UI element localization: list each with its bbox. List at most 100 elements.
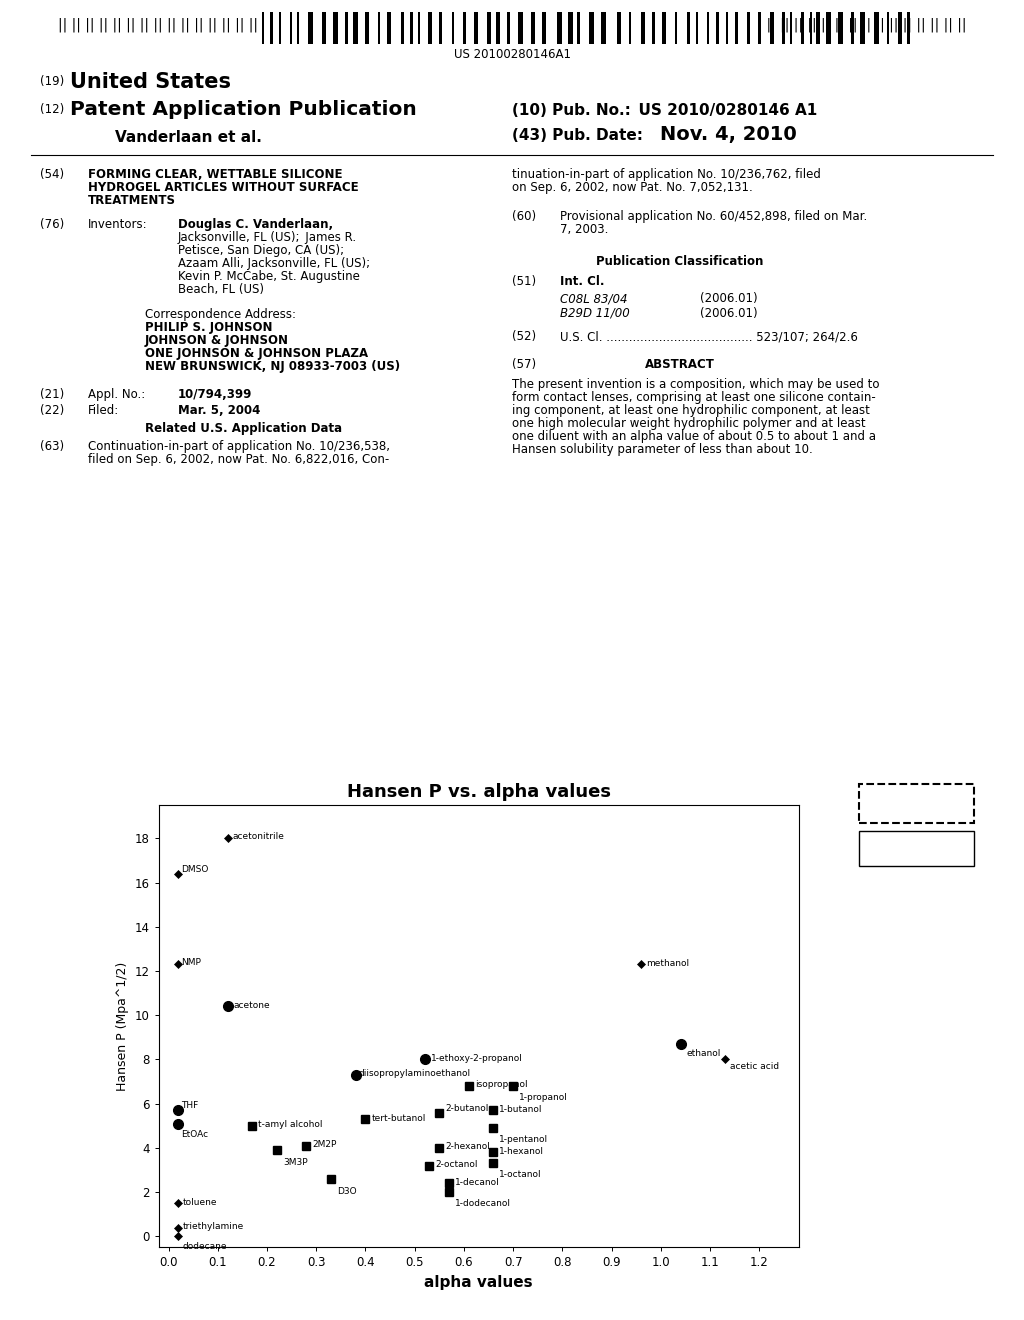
Text: (63): (63) xyxy=(40,440,65,453)
Text: triethylamine: triethylamine xyxy=(182,1222,244,1230)
Bar xyxy=(577,12,580,44)
Text: (21): (21) xyxy=(40,388,65,401)
Text: 1-octanol: 1-octanol xyxy=(500,1170,542,1179)
Bar xyxy=(758,12,761,44)
Text: ethanol: ethanol xyxy=(686,1049,721,1059)
Text: Jacksonville, FL (US); James R.: Jacksonville, FL (US); James R. xyxy=(178,231,357,244)
Bar xyxy=(887,12,889,44)
Text: (76): (76) xyxy=(40,218,65,231)
Bar xyxy=(507,12,510,44)
Text: on Sep. 6, 2002, now Pat. No. 7,052,131.: on Sep. 6, 2002, now Pat. No. 7,052,131. xyxy=(512,181,753,194)
Text: 7, 2003.: 7, 2003. xyxy=(560,223,608,236)
Text: acetic acid: acetic acid xyxy=(730,1061,779,1071)
Bar xyxy=(387,12,391,44)
Text: Related U.S. Application Data: Related U.S. Application Data xyxy=(145,422,342,436)
Bar xyxy=(782,12,785,44)
Bar xyxy=(838,12,843,44)
Text: tert-butanol: tert-butanol xyxy=(372,1114,426,1122)
Bar xyxy=(345,12,348,44)
Bar xyxy=(898,12,902,44)
Text: 1-hexanol: 1-hexanol xyxy=(500,1147,545,1156)
Text: (22): (22) xyxy=(40,404,65,417)
Bar xyxy=(790,12,792,44)
Bar xyxy=(851,12,854,44)
Text: Vanderlaan et al.: Vanderlaan et al. xyxy=(115,129,262,145)
Bar xyxy=(810,12,812,44)
Text: Continuation-in-part of application No. 10/236,538,: Continuation-in-part of application No. … xyxy=(88,440,390,453)
Text: NEW BRUNSWICK, NJ 08933-7003 (US): NEW BRUNSWICK, NJ 08933-7003 (US) xyxy=(145,360,400,374)
Text: methanol: methanol xyxy=(646,958,689,968)
Bar xyxy=(353,12,358,44)
Bar xyxy=(801,12,804,44)
Text: (52): (52) xyxy=(512,330,537,343)
Text: isopropanol: isopropanol xyxy=(475,1080,527,1089)
Text: 2M2P: 2M2P xyxy=(312,1140,337,1150)
Text: || || || || || || || || || || || || || || || || || || || || || || || || || || ||: || || || || || || || || || || || || || |… xyxy=(57,18,967,33)
Text: tinuation-in-part of application No. 10/236,762, filed: tinuation-in-part of application No. 10/… xyxy=(512,168,821,181)
Text: Petisce, San Diego, CA (US);: Petisce, San Diego, CA (US); xyxy=(178,244,344,257)
Text: NMP: NMP xyxy=(181,958,201,966)
Bar xyxy=(418,12,420,44)
Text: PHILIP S. JOHNSON: PHILIP S. JOHNSON xyxy=(145,321,272,334)
Bar xyxy=(770,12,774,44)
Bar xyxy=(262,12,762,44)
Text: U.S. Cl. ....................................... 523/107; 264/2.6: U.S. Cl. ...............................… xyxy=(560,330,858,343)
Text: ABSTRACT: ABSTRACT xyxy=(645,358,715,371)
Text: one high molecular weight hydrophilic polymer and at least: one high molecular weight hydrophilic po… xyxy=(512,417,865,430)
Bar xyxy=(531,12,535,44)
Text: C08L 83/04: C08L 83/04 xyxy=(560,292,628,305)
Text: Appl. No.:: Appl. No.: xyxy=(88,388,145,401)
Bar xyxy=(496,12,500,44)
Text: (60): (60) xyxy=(512,210,537,223)
Text: 2-octanol: 2-octanol xyxy=(435,1160,478,1170)
Text: (2006.01): (2006.01) xyxy=(700,308,758,319)
X-axis label: alpha values: alpha values xyxy=(424,1275,534,1290)
Bar xyxy=(270,12,273,44)
Bar xyxy=(290,12,292,44)
Bar xyxy=(816,12,820,44)
Text: (19): (19) xyxy=(40,75,65,88)
Bar xyxy=(322,12,326,44)
Text: acetone: acetone xyxy=(233,1001,270,1010)
Text: 3M3P: 3M3P xyxy=(283,1158,307,1167)
Bar xyxy=(652,12,655,44)
Text: 2-hexanol: 2-hexanol xyxy=(445,1142,490,1151)
Text: 1-decanol: 1-decanol xyxy=(455,1177,500,1187)
Bar xyxy=(746,12,750,44)
Text: Provisional application No. 60/452,898, filed on Mar.: Provisional application No. 60/452,898, … xyxy=(560,210,867,223)
Bar xyxy=(860,12,865,44)
Bar xyxy=(474,12,478,44)
Text: diisopropylaminoethanol: diisopropylaminoethanol xyxy=(358,1069,470,1078)
Bar xyxy=(589,12,594,44)
Text: HYDROGEL ARTICLES WITHOUT SURFACE: HYDROGEL ARTICLES WITHOUT SURFACE xyxy=(88,181,358,194)
Text: 1-pentanol: 1-pentanol xyxy=(500,1135,549,1143)
Text: TREATMENTS: TREATMENTS xyxy=(88,194,176,207)
Bar xyxy=(859,784,974,824)
Bar xyxy=(410,12,413,44)
Bar xyxy=(452,12,454,44)
Text: Hansen solubility parameter of less than about 10.: Hansen solubility parameter of less than… xyxy=(512,444,813,455)
Text: Azaam Alli, Jacksonville, FL (US);: Azaam Alli, Jacksonville, FL (US); xyxy=(178,257,370,271)
Bar xyxy=(487,12,490,44)
Text: Patent Application Publication: Patent Application Publication xyxy=(70,100,417,119)
Text: Publication Classification: Publication Classification xyxy=(596,255,764,268)
Bar xyxy=(735,12,738,44)
Text: D3O: D3O xyxy=(337,1187,356,1196)
Bar xyxy=(675,12,677,44)
Bar xyxy=(262,12,264,44)
Bar xyxy=(463,12,466,44)
Text: Filed:: Filed: xyxy=(88,404,119,417)
Bar xyxy=(428,12,432,44)
Text: dodecane: dodecane xyxy=(182,1242,227,1251)
Text: United States: United States xyxy=(70,73,231,92)
Bar xyxy=(557,12,562,44)
Bar xyxy=(401,12,404,44)
Bar xyxy=(629,12,631,44)
Text: Nov. 4, 2010: Nov. 4, 2010 xyxy=(660,125,797,144)
Text: (43) Pub. Date:: (43) Pub. Date: xyxy=(512,128,643,143)
Text: (10) Pub. No.: US 2010/0280146 A1: (10) Pub. No.: US 2010/0280146 A1 xyxy=(512,103,817,117)
Bar xyxy=(601,12,606,44)
Bar xyxy=(641,12,645,44)
Text: filed on Sep. 6, 2002, now Pat. No. 6,822,016, Con-: filed on Sep. 6, 2002, now Pat. No. 6,82… xyxy=(88,453,389,466)
Text: 1-dodecanol: 1-dodecanol xyxy=(455,1199,511,1208)
